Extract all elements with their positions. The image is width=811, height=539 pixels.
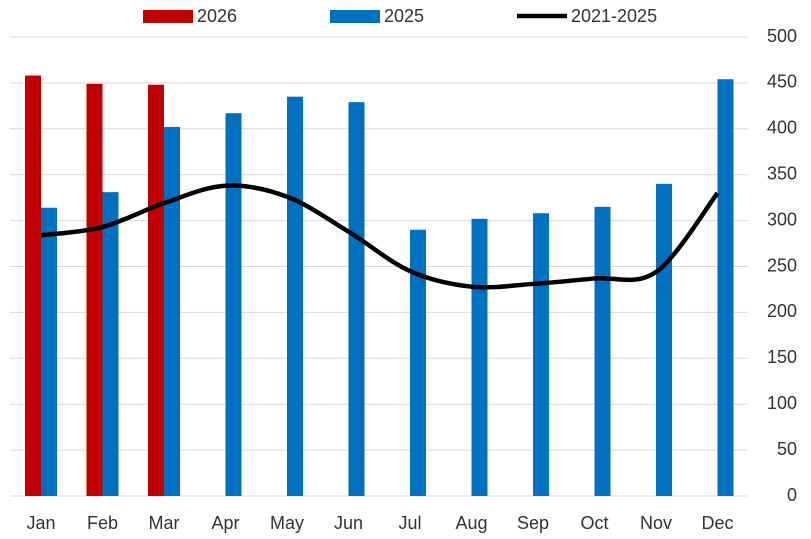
x-tick-label: Feb (87, 513, 118, 533)
x-tick-label: Jan (26, 513, 55, 533)
y-tick-label: 50 (777, 439, 797, 459)
y-tick-label: 400 (767, 118, 797, 138)
y-tick-label: 450 (767, 72, 797, 92)
y-tick-label: 200 (767, 301, 797, 321)
bar (348, 102, 365, 496)
legend-swatch (330, 10, 380, 23)
x-tick-label: Jul (398, 513, 421, 533)
bar (86, 83, 103, 497)
line (40, 183, 720, 290)
x-tick-label: Dec (701, 513, 733, 533)
bar (148, 84, 164, 497)
bar (102, 192, 119, 496)
x-tick-label: Oct (580, 513, 608, 533)
x-tick-label: Sep (517, 513, 549, 533)
y-tick-label: 500 (767, 26, 797, 46)
y-tick-label: 100 (767, 393, 797, 413)
x-tick-label: Jun (334, 513, 363, 533)
bar (594, 206, 611, 496)
bar (656, 183, 672, 496)
legend-label: 2025 (384, 6, 424, 26)
bar (717, 79, 734, 496)
x-tick-label: May (270, 513, 304, 533)
legend-swatch (143, 10, 193, 23)
x-tick-label: Apr (211, 513, 239, 533)
y-tick-label: 150 (767, 347, 797, 367)
bar (225, 113, 242, 496)
bar (287, 96, 303, 497)
bar (25, 75, 41, 496)
bar (471, 218, 488, 496)
bar (164, 126, 180, 497)
bar (533, 213, 549, 497)
x-tick-label: Mar (149, 513, 180, 533)
x-tick-label: Nov (640, 513, 672, 533)
legend-label: 2021-2025 (571, 6, 657, 26)
bar (410, 229, 426, 496)
y-tick-label: 300 (767, 209, 797, 229)
y-tick-label: 350 (767, 163, 797, 183)
x-tick-label: Aug (455, 513, 487, 533)
bar (41, 207, 57, 497)
legend-label: 2026 (197, 6, 237, 26)
y-tick-label: 0 (787, 485, 797, 505)
y-tick-label: 250 (767, 255, 797, 275)
